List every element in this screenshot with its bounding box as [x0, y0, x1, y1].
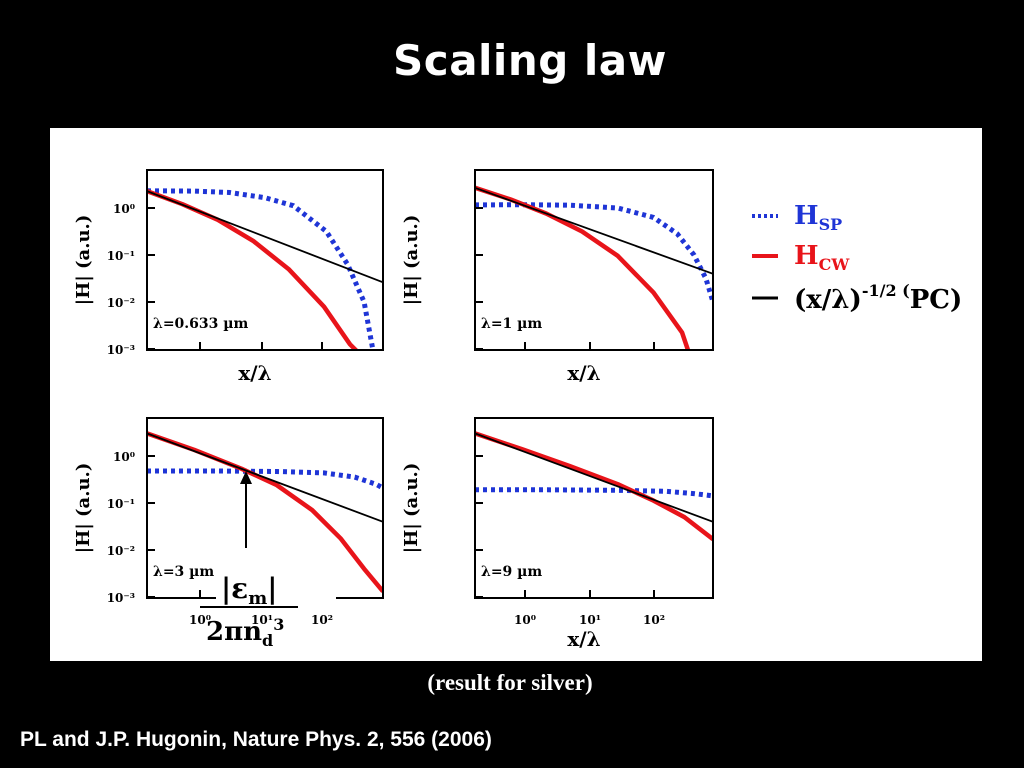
annotation-denominator: 2πnd3 [206, 615, 284, 650]
chart-figure: 10⁰ 10⁻¹ 10⁻² 10⁻³ |H| (a.u.) x/λ λ=0.633 µm |H… [73, 169, 962, 651]
citation: PL and J.P. Hugonin, Nature Phys. 2, 556… [20, 728, 492, 751]
y-tick-label: 10⁰ [113, 202, 135, 216]
plot-area [147, 431, 383, 593]
chart-panel-top-right: |H| (a.u.) x/λ λ=1 µm [401, 169, 714, 385]
annotation-mask [216, 566, 336, 610]
figure-caption: (result for silver) [427, 670, 593, 695]
series-line [475, 186, 713, 275]
x-tick-label: 10¹ [579, 613, 601, 627]
y-axis-label: |H| (a.u.) [401, 215, 422, 306]
figure-divider [783, 660, 982, 661]
series-line [475, 202, 713, 303]
series-line [475, 185, 691, 350]
plot-frame [474, 417, 714, 599]
y-tick-label: 10⁻² [107, 544, 135, 558]
x-axis-label: x/λ [238, 361, 271, 385]
x-axis-label: x/λ [567, 627, 600, 651]
y-tick-label: 10⁻¹ [107, 249, 135, 263]
plot-frame [146, 169, 384, 351]
chart-panel-top-left: 10⁰ 10⁻¹ 10⁻² 10⁻³ |H| (a.u.) x/λ λ=0.633 µm [73, 169, 384, 385]
series-line [147, 188, 376, 350]
x-tick-label: 10² [643, 613, 665, 627]
slide-title: Scaling law [393, 36, 667, 85]
plot-area [475, 431, 713, 541]
x-tick-label: 10¹ [251, 613, 273, 627]
plot-area [475, 185, 713, 350]
y-tick-label: 10⁻² [107, 296, 135, 310]
wavelength-note: λ=3 µm [153, 564, 214, 580]
y-tick-label: 10⁻³ [107, 591, 135, 605]
y-axis-label: |H| (a.u.) [73, 463, 94, 554]
annotation-arrow-head [240, 471, 252, 484]
legend-sp-label: HSP [794, 201, 842, 234]
y-axis-label: |H| (a.u.) [401, 463, 422, 554]
legend-pc-label: (x/λ)-1/2 (PC) [794, 281, 962, 315]
chart-panel-bottom-right: 10⁰ 10¹ 10² |H| (a.u.) x/λ λ=9 µm [401, 417, 714, 651]
series-line [475, 432, 713, 523]
series-line [147, 431, 383, 593]
wavelength-note: λ=1 µm [481, 316, 542, 332]
plot-frame [474, 169, 714, 351]
scaling-annotation: |εm| 2πnd3 [200, 471, 336, 650]
legend-cw-label: HCW [794, 241, 850, 274]
series-line [475, 487, 713, 499]
plot-area [147, 188, 383, 350]
series-line [147, 432, 383, 523]
series-line [147, 468, 383, 491]
figure-panel: 10⁰ 10⁻¹ 10⁻² 10⁻³ |H| (a.u.) x/λ λ=0.633 µm |H… [50, 128, 982, 661]
x-tick-label: 10² [311, 613, 333, 627]
y-axis-label: |H| (a.u.) [73, 215, 94, 306]
x-tick-label: 10⁰ [189, 613, 211, 627]
y-tick-label: 10⁰ [113, 450, 135, 464]
x-tick-label: 10⁰ [514, 613, 536, 627]
x-axis-label: x/λ [567, 361, 600, 385]
y-tick-label: 10⁻¹ [107, 497, 135, 511]
series-line [147, 190, 383, 284]
wavelength-note: λ=9 µm [481, 564, 542, 580]
legend: HSP HCW (x/λ)-1/2 (PC) [752, 201, 962, 315]
y-tick-label: 10⁻³ [107, 343, 135, 357]
chart-panel-bottom-left: 10⁰ 10⁻¹ 10⁻² 10⁻³ 10⁰ 10¹ 10² |H| (a.u.) λ=3 µm [73, 417, 384, 627]
wavelength-note: λ=0.633 µm [153, 316, 249, 332]
series-line [475, 431, 713, 541]
